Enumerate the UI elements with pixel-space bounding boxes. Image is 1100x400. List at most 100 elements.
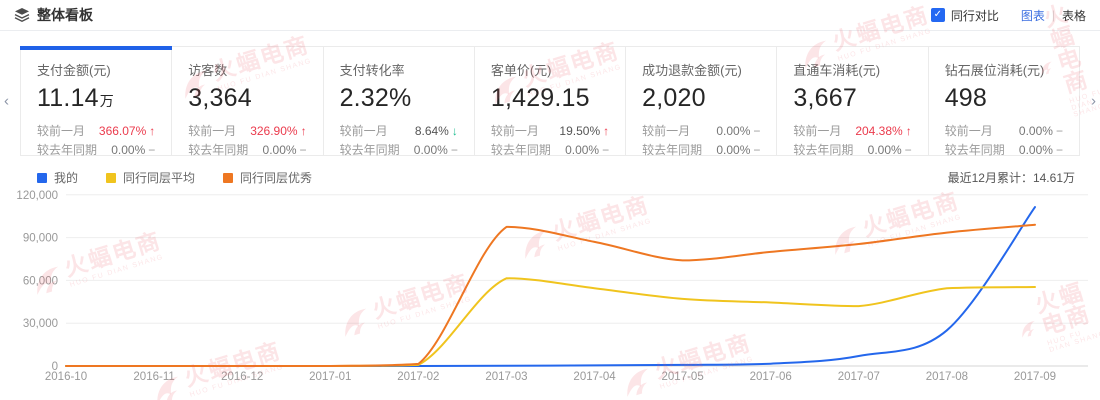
compare-row-value: 0.00% (716, 123, 751, 138)
metric-card[interactable]: 钻石展位消耗(元) 498 较前一月 0.00% − 较去年同期 0.00% − (929, 47, 1079, 157)
layers-icon (14, 7, 30, 23)
compare-row: 较去年同期 0.00% − (945, 141, 1063, 160)
cards-next-button[interactable]: › (1091, 92, 1096, 110)
compare-row: 较去年同期 0.00% − (793, 141, 911, 160)
series-line-同行同层优秀 (65, 223, 1036, 368)
x-axis-label: 2016-12 (221, 371, 263, 383)
compare-row-value: 0.00% (867, 142, 902, 157)
metric-card[interactable]: 成功退款金额(元) 2,020 较前一月 0.00% − 较去年同期 0.00%… (626, 47, 778, 157)
metric-value: 3,667 (793, 84, 857, 112)
trend-flat-icon: − (753, 142, 761, 157)
compare-row: 较去年同期 0.00% − (491, 141, 609, 160)
active-card-indicator (20, 46, 173, 50)
y-axis-label: 60,000 (23, 275, 58, 287)
x-axis-label: 2017-05 (662, 371, 704, 383)
metric-label: 支付转化率 (339, 63, 405, 78)
chart-legend: 我的 同行同层平均 同行同层优秀 (37, 169, 340, 186)
compare-row-value: 0.00% (262, 142, 297, 157)
view-toggle-table[interactable]: 表格 (1061, 8, 1086, 23)
legend-label: 同行同层平均 (123, 171, 196, 185)
metric-value: 2,020 (642, 84, 706, 112)
x-axis-label: 2017-09 (1014, 371, 1056, 383)
compare-row-value: 19.50% (559, 123, 601, 138)
metric-cards-row: 支付金额(元) 11.14万 较前一月 366.07% ↑ 较去年同期 0.00… (20, 46, 1080, 157)
cards-prev-button[interactable]: ‹ (4, 92, 9, 110)
compare-row-label: 较前一月 (944, 123, 993, 138)
compare-row-label: 较前一月 (490, 123, 539, 138)
compare-row-label: 较去年同期 (37, 142, 98, 157)
x-axis-label: 2017-07 (838, 371, 880, 383)
metric-card[interactable]: 支付金额(元) 11.14万 较前一月 366.07% ↑ 较去年同期 0.00… (20, 46, 173, 157)
trend-up-icon: ↑ (300, 123, 307, 138)
compare-row: 较去年同期 0.00% − (642, 141, 760, 160)
trend-flat-icon: − (1055, 123, 1063, 138)
series-line-我的 (65, 206, 1036, 368)
y-axis-label: 0 (52, 361, 58, 373)
compare-row-value: 0.00% (1018, 123, 1053, 138)
compare-row-label: 较前一月 (642, 123, 691, 138)
trend-flat-icon: − (753, 123, 761, 138)
trend-up-icon: ↑ (905, 123, 912, 138)
compare-row-value: 204.38% (855, 123, 903, 138)
metric-card[interactable]: 支付转化率 2.32% 较前一月 8.64% ↓ 较去年同期 0.00% − (324, 47, 475, 157)
compare-row-label: 较去年同期 (339, 142, 400, 157)
metric-value: 498 (944, 84, 987, 112)
legend-item[interactable]: 同行同层平均 (106, 169, 195, 186)
metric-card[interactable]: 客单价(元) 1,429.15 较前一月 19.50% ↑ 较去年同期 0.00… (475, 47, 627, 157)
compare-row-value: 0.00% (565, 142, 600, 157)
peer-compare-checkbox[interactable]: ✓ (930, 8, 945, 22)
compare-row: 较前一月 204.38% ↑ (793, 122, 911, 141)
metric-label: 访客数 (188, 63, 228, 78)
x-axis-label: 2017-04 (573, 371, 616, 383)
metric-value: 1,429.15 (490, 84, 590, 112)
trend-up-icon: ↑ (603, 123, 610, 138)
line-chart-canvas: 0 30,000 60,000 90,000 120,000 2016-10 2016-11… (16, 190, 1088, 383)
compare-row-value: 366.07% (98, 123, 147, 138)
legend-swatch (223, 172, 234, 183)
x-axis-label: 2016-11 (133, 371, 174, 383)
compare-row-value: 326.90% (250, 123, 298, 138)
compare-row-label: 较前一月 (37, 123, 86, 138)
chart-legend-row: 我的 同行同层平均 同行同层优秀 最近12月累计：14.61万 (37, 169, 1075, 186)
y-axis-label: 90,000 (23, 233, 58, 245)
legend-item[interactable]: 我的 (37, 169, 78, 186)
legend-swatch (106, 172, 117, 183)
metric-label: 支付金额(元) (37, 63, 111, 78)
metric-value: 2.32% (339, 84, 412, 112)
compare-row: 较去年同期 0.00% − (188, 141, 306, 160)
compare-row-label: 较前一月 (188, 123, 237, 138)
x-axis-label: 2017-06 (750, 371, 792, 383)
metric-unit: 万 (99, 93, 114, 109)
compare-row-label: 较去年同期 (188, 142, 249, 157)
header-bar: 整体看板 ✓ 同行对比 图表 | 表格 (0, 0, 1100, 31)
compare-row: 较前一月 366.07% ↑ (37, 122, 155, 141)
trend-down-icon: ↓ (451, 123, 458, 138)
metrics-section: ‹ 支付金额(元) 11.14万 较前一月 366.07% ↑ 较去年同期 0.… (0, 46, 1100, 157)
compare-row-label: 较前一月 (339, 123, 388, 138)
metric-card[interactable]: 访客数 3,364 较前一月 326.90% ↑ 较去年同期 0.00% − (172, 47, 324, 157)
y-axis-label: 120,000 (16, 190, 58, 202)
trend-flat-icon: − (450, 142, 458, 157)
trend-flat-icon: − (148, 142, 156, 157)
compare-row-label: 较前一月 (793, 123, 842, 138)
x-axis-label: 2017-08 (926, 371, 968, 383)
trend-flat-icon: − (904, 142, 912, 157)
trend-line-chart: 0 30,000 60,000 90,000 120,000 2016-10 2016-11… (0, 189, 1100, 385)
metric-label: 成功退款金额(元) (642, 63, 742, 78)
x-axis-label: 2017-03 (485, 371, 527, 383)
legend-item[interactable]: 同行同层优秀 (223, 169, 312, 186)
compare-row: 较前一月 8.64% ↓ (340, 122, 458, 141)
page-title: 整体看板 (37, 7, 93, 23)
trend-flat-icon: − (602, 142, 610, 157)
peer-compare-label[interactable]: 同行对比 (950, 8, 999, 23)
metric-card[interactable]: 直通车消耗(元) 3,667 较前一月 204.38% ↑ 较去年同期 0.00… (777, 47, 929, 157)
compare-row: 较去年同期 0.00% − (37, 141, 155, 160)
x-axis-label: 2016-10 (45, 371, 87, 383)
compare-row: 较前一月 0.00% − (945, 122, 1063, 141)
legend-label: 我的 (54, 171, 79, 185)
compare-row-value: 0.00% (413, 142, 448, 157)
view-toggle-chart[interactable]: 图表 (1020, 8, 1045, 23)
compare-row-value: 0.00% (111, 142, 146, 157)
metric-value: 11.14万 (37, 84, 114, 112)
view-toggle-divider: | (1051, 8, 1055, 22)
